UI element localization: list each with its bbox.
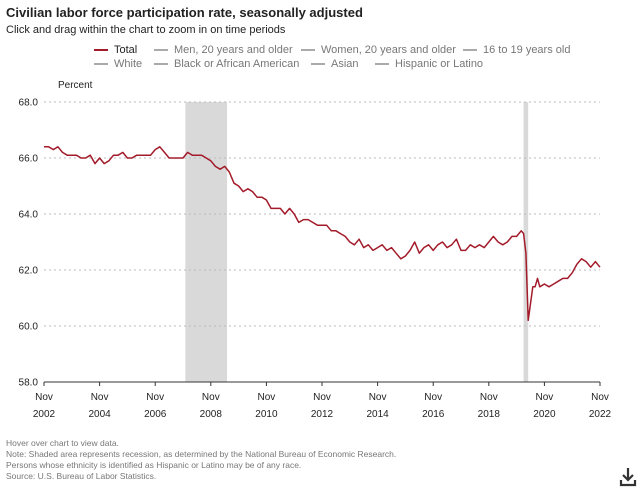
legend-label: Asian [331, 58, 359, 70]
chart-notes: Hover over chart to view data. Note: Sha… [6, 438, 396, 482]
legend-swatch-icon [311, 63, 325, 65]
legend-label: Total [114, 44, 138, 56]
y-tick-label: 64.0 [19, 210, 39, 221]
note-hover: Hover over chart to view data. [6, 438, 119, 448]
legend-item-total[interactable]: Total [94, 44, 137, 56]
legend-item-black[interactable]: Black or African American [154, 58, 299, 70]
x-tick-year-label: 2002 [33, 409, 56, 420]
x-tick-month-label: Nov [146, 392, 164, 403]
y-tick-label: 58.0 [19, 378, 39, 389]
x-tick-year-label: 2016 [422, 409, 445, 420]
note-ethnicity: Persons whose ethnicity is identified as… [6, 460, 302, 470]
recession-bands [185, 102, 529, 382]
x-tick-month-label: Nov [313, 392, 331, 403]
x-tick-month-label: Nov [91, 392, 109, 403]
x-tick-year-label: 2018 [478, 409, 501, 420]
legend-item-white[interactable]: White [94, 58, 142, 70]
legend-label: Men, 20 years and older [174, 44, 293, 56]
y-tick-label: 68.0 [19, 98, 39, 109]
x-tick-month-label: Nov [258, 392, 276, 403]
note-source: Source: U.S. Bureau of Labor Statistics. [6, 471, 157, 481]
series-line-total[interactable] [44, 146, 601, 322]
y-axis-title: Percent [58, 80, 93, 91]
x-tick-month-label: Nov [536, 392, 554, 403]
x-tick-month-label: Nov [424, 392, 442, 403]
legend-item-women-20-plus[interactable]: Women, 20 years and older [301, 44, 456, 56]
recession-band-1 [523, 102, 529, 382]
legend-swatch-icon [301, 49, 315, 51]
gridlines [44, 101, 600, 383]
legend: Total Men, 20 years and older Women, 20 … [0, 44, 640, 74]
x-tick-month-label: Nov [480, 392, 498, 403]
legend-label: Hispanic or Latino [395, 58, 484, 70]
legend-swatch-icon [94, 63, 108, 65]
x-tick-month-label: Nov [35, 392, 53, 403]
x-tick-month-label: Nov [202, 392, 220, 403]
chart-subtitle: Click and drag within the chart to zoom … [6, 24, 286, 36]
download-icon [619, 468, 637, 487]
x-tick-year-label: 2008 [200, 409, 223, 420]
legend-label: Black or African American [174, 58, 300, 70]
series [44, 146, 601, 322]
legend-item-16-to-19[interactable]: 16 to 19 years old [463, 44, 570, 56]
x-tick-year-label: 2022 [589, 409, 612, 420]
legend-item-asian[interactable]: Asian [311, 58, 359, 70]
x-tick-year-label: 2006 [144, 409, 167, 420]
legend-swatch-icon [154, 63, 168, 65]
line-chart[interactable]: 58.0 60.0 62.0 64.0 66.0 68.0 Percent Nov 2002… [0, 74, 640, 434]
legend-label: 16 to 19 years old [483, 44, 571, 56]
legend-swatch-icon [375, 63, 389, 65]
legend-item-hispanic[interactable]: Hispanic or Latino [375, 58, 483, 70]
note-recession: Note: Shaded area represents recession, … [6, 449, 397, 459]
x-tick-month-label: Nov [591, 392, 609, 403]
legend-swatch-icon [463, 49, 477, 51]
download-button[interactable] [618, 466, 638, 488]
legend-swatch-icon [154, 49, 168, 51]
x-tick-year-label: 2004 [88, 409, 111, 420]
x-tick-year-label: 2020 [533, 409, 556, 420]
x-tick-year-label: 2012 [311, 409, 334, 420]
legend-swatch-icon [94, 49, 108, 51]
y-tick-label: 60.0 [19, 322, 39, 333]
y-tick-label: 62.0 [19, 266, 39, 277]
recession-band-0 [185, 102, 228, 382]
legend-item-men-20-plus[interactable]: Men, 20 years and older [154, 44, 293, 56]
legend-label: Women, 20 years and older [321, 44, 456, 56]
y-tick-label: 66.0 [19, 154, 39, 165]
x-tick-month-label: Nov [369, 392, 387, 403]
legend-label: White [114, 58, 143, 70]
x-tick-year-label: 2014 [366, 409, 389, 420]
y-axis: 58.0 60.0 62.0 64.0 66.0 68.0 [19, 98, 39, 389]
x-tick-year-label: 2010 [255, 409, 278, 420]
x-axis: Nov 2002 Nov 2004 Nov 2006 Nov 2008 Nov 2010 Nov 20… [33, 382, 612, 420]
chart-title: Civilian labor force participation rate,… [6, 5, 363, 20]
